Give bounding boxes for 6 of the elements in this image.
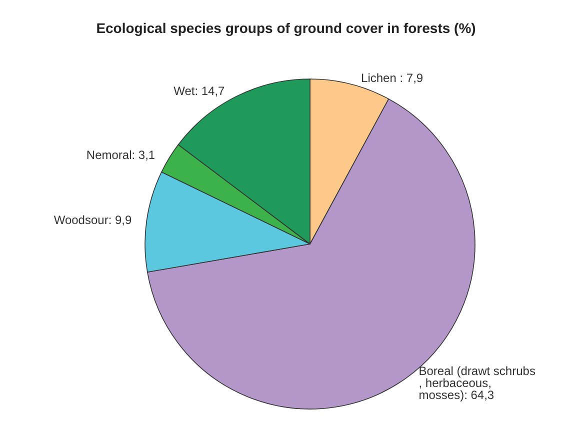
slice-label: Lichen : 7,9: [361, 71, 424, 86]
slice-label: Woodsour: 9,9: [54, 213, 132, 228]
slice-label: Boreal (drawt schrubs, herbaceous, mosses): 64,3: [418, 364, 536, 402]
chart-title: Ecological species groups of ground cover in forests (%): [96, 20, 476, 36]
slice-label: Wet: 14,7: [174, 84, 226, 98]
slice-label: Nemoral: 3,1: [86, 148, 156, 162]
